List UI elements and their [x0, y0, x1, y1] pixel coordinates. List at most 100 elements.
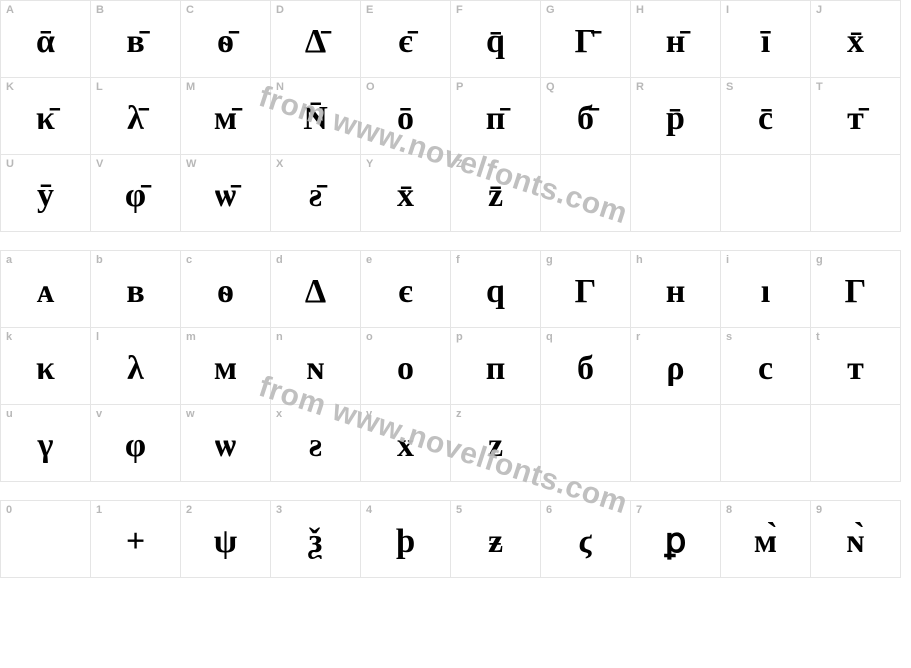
cell-key-label: 1	[96, 504, 102, 516]
glyph-cell[interactable]: dΔ	[271, 251, 361, 328]
glyph-cell[interactable]: yx	[361, 405, 451, 482]
glyph-cell[interactable]: xƨ	[271, 405, 361, 482]
cell-glyph: c̄	[758, 102, 773, 136]
glyph-cell[interactable]: 2ψ	[181, 501, 271, 578]
cell-glyph: є̄	[398, 25, 413, 59]
glyph-cell[interactable]: Xƨ̄	[271, 155, 361, 232]
glyph-cell[interactable]: tт	[811, 328, 901, 405]
cell-key-label: Q	[546, 81, 555, 93]
cell-glyph: ϛ	[578, 525, 592, 559]
glyph-cell-empty	[631, 405, 721, 482]
cell-glyph: x̄	[847, 25, 864, 59]
glyph-cell[interactable]: Uȳ	[1, 155, 91, 232]
cell-key-label: L	[96, 81, 103, 93]
cell-glyph: ѳ	[217, 275, 234, 309]
glyph-cell[interactable]: kκ	[1, 328, 91, 405]
cell-glyph: ѯ	[309, 525, 323, 559]
cell-key-label: I	[726, 4, 729, 16]
glyph-cell[interactable]: Rp̄	[631, 78, 721, 155]
glyph-cell[interactable]: fq	[451, 251, 541, 328]
glyph-cell[interactable]: Tт̄	[811, 78, 901, 155]
cell-key-label: b	[96, 254, 103, 266]
cell-key-label: s	[726, 331, 732, 343]
glyph-cell[interactable]: 7ꝑ	[631, 501, 721, 578]
cell-key-label: l	[96, 331, 99, 343]
cell-key-label: W	[186, 158, 196, 170]
cell-glyph: м̀	[754, 525, 777, 559]
glyph-cell[interactable]: cѳ	[181, 251, 271, 328]
cell-glyph: ѡ	[215, 429, 236, 463]
glyph-cell[interactable]: pп	[451, 328, 541, 405]
cell-glyph: þ	[396, 525, 415, 559]
glyph-section-digits: 01+2ψ3ѯ4þ5ƶ6ϛ7ꝑ8м̀9ɴ̀	[0, 500, 901, 578]
glyph-cell[interactable]: qб	[541, 328, 631, 405]
glyph-cell[interactable]: iı	[721, 251, 811, 328]
glyph-cell[interactable]: oо	[361, 328, 451, 405]
cell-glyph: б	[577, 352, 594, 386]
glyph-cell[interactable]: vφ	[91, 405, 181, 482]
cell-glyph: ᾱ	[36, 25, 55, 59]
glyph-cell[interactable]: GΓ̄	[541, 1, 631, 78]
glyph-cell[interactable]: wѡ	[181, 405, 271, 482]
cell-key-label: 3	[276, 504, 282, 516]
glyph-cell[interactable]: hн	[631, 251, 721, 328]
glyph-cell[interactable]: 0	[1, 501, 91, 578]
glyph-cell[interactable]: eє	[361, 251, 451, 328]
cell-glyph: λ	[127, 352, 144, 386]
glyph-cell[interactable]: bв	[91, 251, 181, 328]
glyph-cell[interactable]: Kκ̄	[1, 78, 91, 155]
glyph-cell[interactable]: Qб̄	[541, 78, 631, 155]
glyph-cell[interactable]: gΓ	[541, 251, 631, 328]
cell-glyph: п̄	[486, 102, 506, 136]
glyph-cell[interactable]: 9ɴ̀	[811, 501, 901, 578]
cell-key-label: Y	[366, 158, 373, 170]
cell-key-label: P	[456, 81, 463, 93]
glyph-cell[interactable]: Wѡ̄	[181, 155, 271, 232]
glyph-cell[interactable]: Zz̄	[451, 155, 541, 232]
cell-glyph: q	[486, 275, 505, 309]
cell-key-label: K	[6, 81, 14, 93]
cell-key-label: c	[186, 254, 192, 266]
glyph-cell[interactable]: Hн̄	[631, 1, 721, 78]
cell-glyph: γ	[38, 429, 54, 463]
glyph-cell[interactable]: Pп̄	[451, 78, 541, 155]
glyph-cell[interactable]: Fq̄	[451, 1, 541, 78]
glyph-cell[interactable]: Vφ̄	[91, 155, 181, 232]
glyph-cell[interactable]: zz	[451, 405, 541, 482]
glyph-cell[interactable]: 8м̀	[721, 501, 811, 578]
glyph-cell[interactable]: uγ	[1, 405, 91, 482]
glyph-cell[interactable]: 6ϛ	[541, 501, 631, 578]
glyph-cell[interactable]: 5ƶ	[451, 501, 541, 578]
glyph-cell[interactable]: Bв̄	[91, 1, 181, 78]
glyph-cell[interactable]: gΓ	[811, 251, 901, 328]
glyph-cell[interactable]: Jx̄	[811, 1, 901, 78]
glyph-cell[interactable]: Lλ̄	[91, 78, 181, 155]
glyph-cell[interactable]: Yx̄	[361, 155, 451, 232]
glyph-cell[interactable]: Aᾱ	[1, 1, 91, 78]
glyph-cell[interactable]: 3ѯ	[271, 501, 361, 578]
glyph-cell[interactable]: aᴀ	[1, 251, 91, 328]
glyph-cell[interactable]: Sc̄	[721, 78, 811, 155]
cell-glyph: p̄	[666, 102, 685, 136]
glyph-cell[interactable]: lλ	[91, 328, 181, 405]
glyph-cell[interactable]: Oō	[361, 78, 451, 155]
cell-key-label: X	[276, 158, 283, 170]
glyph-cell[interactable]: NN̄	[271, 78, 361, 155]
glyph-cell[interactable]: Eє̄	[361, 1, 451, 78]
glyph-cell[interactable]: rρ	[631, 328, 721, 405]
glyph-cell[interactable]: Mм̄	[181, 78, 271, 155]
glyph-cell[interactable]: 1+	[91, 501, 181, 578]
cell-glyph: Γ	[845, 275, 867, 309]
glyph-cell[interactable]: 4þ	[361, 501, 451, 578]
cell-key-label: i	[726, 254, 729, 266]
glyph-cell[interactable]: Iī	[721, 1, 811, 78]
glyph-cell[interactable]: nɴ	[271, 328, 361, 405]
glyph-cell[interactable]: Cѳ̄	[181, 1, 271, 78]
cell-key-label: T	[816, 81, 823, 93]
cell-key-label: t	[816, 331, 820, 343]
cell-key-label: q	[546, 331, 553, 343]
glyph-cell[interactable]: sс	[721, 328, 811, 405]
glyph-cell[interactable]: DΔ̄	[271, 1, 361, 78]
glyph-cell[interactable]: mм	[181, 328, 271, 405]
cell-key-label: S	[726, 81, 733, 93]
